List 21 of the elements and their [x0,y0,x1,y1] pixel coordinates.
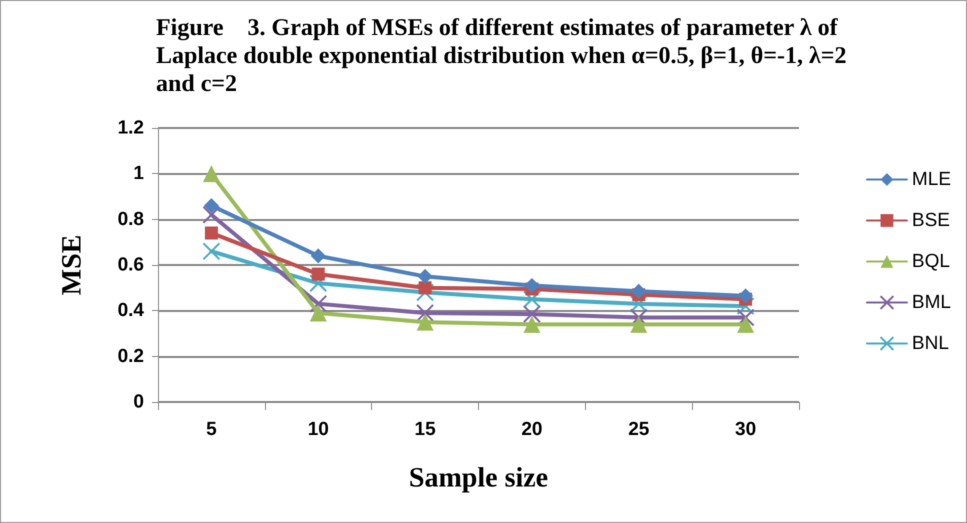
chart-title: Figure 3. Graph of MSEs of different estimates of parameter λ of Laplace double exponential distribution when α=0.5, β=1, θ=-1, λ=2 and c=2 [156,15,852,97]
y-tick-label: 1 [133,163,144,184]
y-tick-label: 0.4 [118,300,144,322]
x-tick-label: 15 [414,419,436,440]
x-tick-label: 10 [308,419,329,440]
x-tick-label: 25 [628,419,650,440]
legend-label: MLE [912,169,952,190]
y-axis-title: MSE [56,234,88,296]
x-tick-label: 20 [521,419,542,440]
legend-label: BQL [912,251,950,272]
x-axis-title: Sample size [408,462,548,494]
x-tick-label: 30 [735,419,756,440]
legend-label: BNL [912,333,949,354]
x-tick-label: 5 [206,419,218,440]
legend-label: BSE [912,210,950,231]
y-tick-label: 0.6 [118,254,144,276]
legend-label: BML [912,292,952,313]
y-tick-label: 1.2 [118,118,144,138]
y-tick-label: 0 [133,392,144,412]
y-tick-label: 0.8 [118,208,144,230]
y-tick-label: 0.2 [118,346,144,367]
